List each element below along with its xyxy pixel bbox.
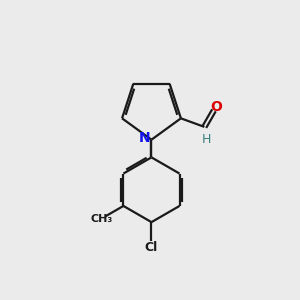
Text: CH₃: CH₃ <box>90 214 112 224</box>
Text: H: H <box>202 134 211 146</box>
Text: Cl: Cl <box>145 241 158 254</box>
Text: O: O <box>210 100 222 114</box>
Text: N: N <box>139 131 151 145</box>
